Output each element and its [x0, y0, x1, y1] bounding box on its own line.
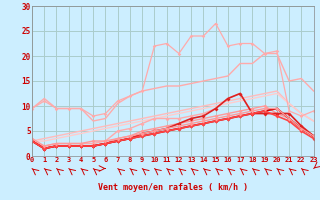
X-axis label: Vent moyen/en rafales ( km/h ): Vent moyen/en rafales ( km/h ) — [98, 183, 248, 192]
